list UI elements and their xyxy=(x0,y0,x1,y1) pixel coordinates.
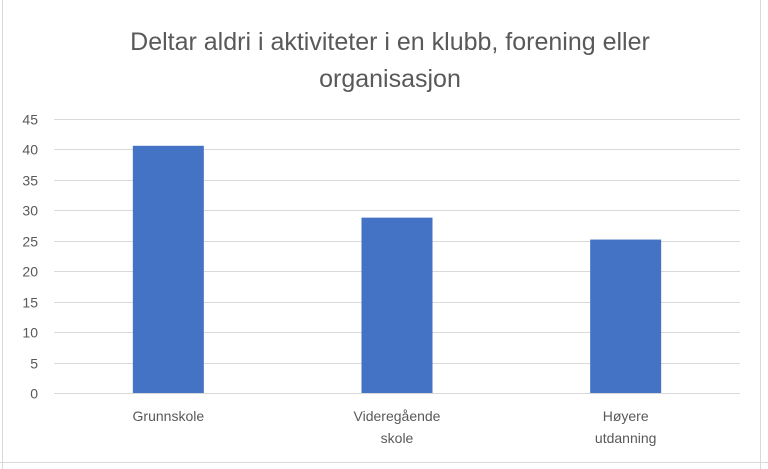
y-tick-label-25: 25 xyxy=(22,234,38,250)
y-tick-label-0: 0 xyxy=(30,386,38,402)
y-tick-label-45: 45 xyxy=(22,112,38,128)
right-cell-border xyxy=(760,0,761,469)
y-tick-label-40: 40 xyxy=(22,142,38,158)
y-tick-label-15: 15 xyxy=(22,295,38,311)
chart-title: Deltar aldri i aktiviteter i en klubb, f… xyxy=(40,24,740,98)
y-tick-label-5: 5 xyxy=(30,356,38,372)
bar-2 xyxy=(361,217,433,393)
x-category-label-3-line-1: Høyere xyxy=(603,408,649,424)
bottom-cell-border xyxy=(0,462,768,463)
y-tick-label-20: 20 xyxy=(22,264,38,280)
y-tick-label-10: 10 xyxy=(22,325,38,341)
x-category-label-2-line-2: skole xyxy=(381,430,414,446)
chart-title-line-2: organisasjon xyxy=(319,65,461,93)
bar-1 xyxy=(132,145,204,393)
y-tick-label-30: 30 xyxy=(22,203,38,219)
bar-3 xyxy=(590,239,662,393)
x-category-label-2-line-1: Videregående xyxy=(354,408,441,424)
x-category-label-3-line-2: utdanning xyxy=(595,430,657,446)
left-cell-border xyxy=(2,0,3,469)
y-tick-label-35: 35 xyxy=(22,173,38,189)
chart-title-line-1: Deltar aldri i aktiviteter i en klubb, f… xyxy=(130,28,650,56)
x-category-label-1: Grunnskole xyxy=(133,408,205,424)
